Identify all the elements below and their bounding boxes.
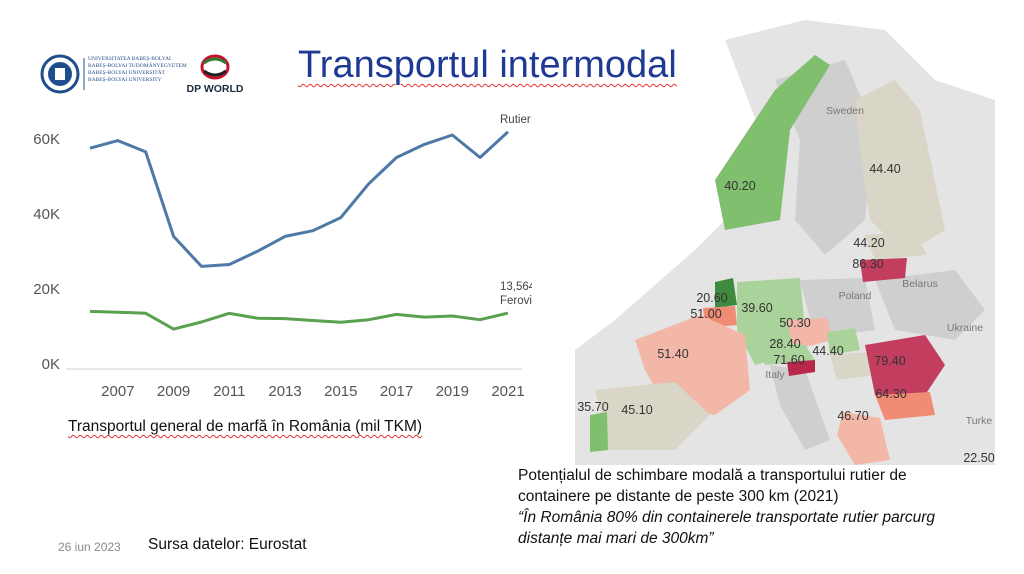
ubb-logo: UNIVERSITATEA BABEȘ-BOLYAI BABEȘ-BOLYAI …: [40, 54, 187, 94]
country-lithuania: [860, 258, 907, 282]
region-value-label: 64.30: [875, 387, 906, 401]
place-name-label: Poland: [839, 290, 872, 302]
region-value-label: 28.40: [769, 337, 800, 351]
dp-world-wordmark: DP WORLD: [186, 83, 244, 95]
country-romania: [865, 335, 945, 395]
region-value-label: 35.70: [577, 400, 608, 414]
place-name-label: Sweden: [826, 105, 864, 117]
place-name-label: Turke: [966, 415, 993, 427]
region-value-label: 44.40: [869, 162, 900, 176]
x-tick-label: 2015: [324, 383, 357, 400]
x-tick-label: 2017: [380, 383, 413, 400]
y-tick-label: 40K: [33, 206, 60, 223]
country-hungary: [830, 352, 875, 380]
series-name-label: Feroviar: [500, 295, 532, 307]
map-caption-quote-2: distanțe mai mari de 300km”: [518, 530, 714, 547]
country-germany: [737, 278, 807, 365]
map-caption-quote-1: “În România 80% din containerele transpo…: [518, 509, 936, 526]
series-line-rutier: [89, 130, 510, 268]
country-czechia: [787, 318, 833, 350]
x-tick-label: 2021: [491, 383, 524, 400]
region-value-label: 79.40: [874, 354, 905, 368]
country-portugal: [590, 412, 608, 452]
country-bulgaria: [875, 392, 935, 420]
page-title: Transportul intermodal: [298, 44, 677, 86]
place-name-label: Italy: [765, 369, 785, 381]
country-netherlands: [715, 278, 737, 308]
x-tick-label: 2019: [436, 383, 469, 400]
map-caption-line-2: containere pe distante de peste 300 km (…: [518, 488, 839, 505]
x-tick-label: 2011: [213, 383, 245, 400]
x-tick-label: 2007: [101, 383, 134, 400]
region-value-label: 71.60: [773, 353, 804, 367]
map-caption: Potențialul de schimbare modală a transp…: [518, 465, 1018, 549]
chart-caption: Transportul general de marfă în România …: [68, 418, 423, 435]
y-tick-label: 20K: [33, 281, 60, 298]
freight-line-chart: 0K 20K 40K 60K 2007 2009 2011 2013 2015 2017 2019 2…: [33, 114, 532, 400]
map-caption-line-1: Potențialul de schimbare modală a transp…: [518, 467, 907, 484]
country-latvia: [865, 232, 927, 260]
data-source: Sursa datelor: Eurostat: [148, 536, 307, 553]
x-tick-label: 2009: [157, 383, 190, 400]
europe-map: 40.20 44.40 44.20 86.30 20.60 51.00 39.60 50.30…: [575, 20, 995, 465]
country-slovenia: [787, 360, 815, 376]
series-end-value: 13,564: [500, 281, 532, 293]
region-value-label: 44.20: [853, 236, 884, 250]
slide-date: 26 iun 2023: [58, 540, 121, 554]
region-value-label: 44.40: [812, 344, 843, 358]
country-italy: [770, 365, 830, 450]
region-value-label: 22.50: [963, 451, 994, 465]
ubb-line-4: BABEȘ-BOLYAI UNIVERSITY: [88, 77, 162, 83]
series-line-feroviar: [89, 309, 509, 331]
series-name-label: Rutier: [500, 114, 531, 126]
region-value-label: 40.20: [724, 179, 755, 193]
region-value-label: 86.30: [852, 257, 883, 271]
region-value-label: 20.60: [696, 291, 727, 305]
dp-world-logo: DP WORLD: [182, 52, 248, 98]
y-tick-label: 0K: [42, 356, 60, 373]
country-norway: [715, 55, 830, 230]
country-spain: [595, 382, 710, 450]
ubb-line-2: BABEȘ-BOLYAI TUDOMÁNYEGYETEM: [88, 63, 187, 69]
country-slovakia: [827, 328, 860, 355]
country-finland: [855, 80, 945, 255]
country-greece: [837, 412, 890, 465]
ubb-line-3: BABEȘ-BOLYAI UNIVERSITÄT: [88, 70, 165, 76]
place-name-label: Ukraine: [947, 322, 983, 334]
ubb-line-1: UNIVERSITATEA BABEȘ-BOLYAI: [88, 56, 171, 62]
place-name-label: Belarus: [902, 278, 938, 290]
region-value-label: 45.10: [621, 403, 652, 417]
country-austria: [755, 340, 815, 365]
y-tick-label: 60K: [33, 131, 60, 148]
region-value-label: 51.40: [657, 347, 688, 361]
x-tick-label: 2013: [268, 383, 301, 400]
region-value-label: 51.00: [690, 307, 721, 321]
country-belarus-ukraine: [875, 270, 985, 340]
region-value-label: 50.30: [779, 316, 810, 330]
region-value-label: 39.60: [741, 301, 772, 315]
region-value-label: 46.70: [837, 409, 868, 423]
